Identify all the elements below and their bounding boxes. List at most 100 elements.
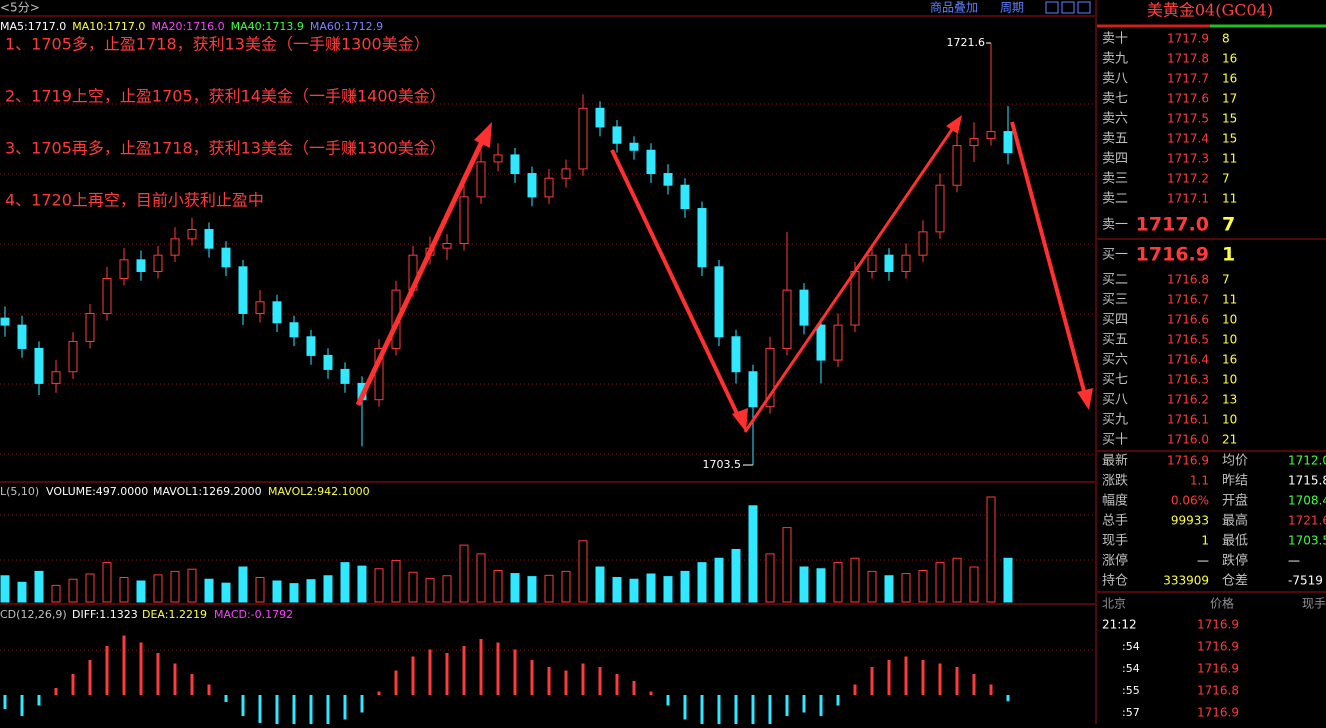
volume-bar xyxy=(646,573,656,603)
macd-bar xyxy=(224,695,228,702)
macd-label: CD(12,26,9) xyxy=(0,608,67,621)
macd-bar xyxy=(513,649,517,695)
volume-stat: MAVOL1:1269.2000 xyxy=(153,485,262,498)
trend-arrows xyxy=(355,115,1093,433)
macd-bar xyxy=(768,695,772,728)
volume-bar xyxy=(306,579,316,603)
menu-item[interactable]: 周期 xyxy=(1000,1,1024,15)
book-qty: 8 xyxy=(1222,32,1230,46)
book-price: 1716.2 xyxy=(1167,393,1209,407)
volume-bar xyxy=(323,575,333,603)
stat-label: 跌停 xyxy=(1222,553,1248,569)
macd-bar xyxy=(377,691,381,695)
volume-bar xyxy=(408,571,418,603)
book-price: 1716.7 xyxy=(1167,293,1209,307)
symbol: 美黄金04(GC04) xyxy=(1147,1,1273,20)
ticks-header: 现手 xyxy=(1302,597,1326,611)
macd-bar xyxy=(700,695,704,728)
macd-bar xyxy=(190,674,194,695)
macd-bar xyxy=(394,670,398,695)
candle-body xyxy=(34,347,44,384)
candle-body xyxy=(680,184,690,210)
book-qty: 7 xyxy=(1222,273,1230,287)
volume-bar xyxy=(153,574,163,603)
book-qty: 15 xyxy=(1222,132,1237,146)
candle-body xyxy=(561,168,571,179)
macd-bar xyxy=(156,653,160,695)
candle-body xyxy=(442,243,452,249)
book-qty: 10 xyxy=(1222,373,1237,387)
candle-body xyxy=(748,371,758,408)
macd-bar xyxy=(411,656,415,695)
stat-value: 333909 xyxy=(1163,574,1209,588)
volume-bar xyxy=(85,573,95,603)
volume-bar xyxy=(272,580,282,603)
macd-bar xyxy=(904,656,908,695)
volume-bar xyxy=(510,573,520,603)
macd-bar xyxy=(972,674,976,695)
book-price: 1717.6 xyxy=(1167,92,1209,106)
tick-price: 1716.9 xyxy=(1197,618,1239,632)
menu-item[interactable]: 商品叠加 xyxy=(930,0,978,15)
book-qty: 10 xyxy=(1222,333,1237,347)
annotation: 3、1705再多，止盈1718，获利13美金（一手赚1300美金） xyxy=(5,139,446,158)
book-label: 买三 xyxy=(1102,293,1128,308)
stat-label: 昨结 xyxy=(1222,474,1248,489)
volume-bar xyxy=(1003,557,1013,603)
macd-bar xyxy=(666,695,670,706)
tick-price: 1716.9 xyxy=(1197,662,1239,676)
macd-stat: DIFF:1.1323 xyxy=(72,608,138,621)
book-label: 卖四 xyxy=(1102,152,1128,167)
volume-bar xyxy=(51,584,61,603)
candle-body xyxy=(765,347,775,408)
candle-body xyxy=(221,247,231,268)
candle-body xyxy=(1003,131,1013,154)
candle-body xyxy=(51,371,61,384)
volume-bar xyxy=(493,570,503,603)
macd-bar xyxy=(445,653,449,695)
volume-bar xyxy=(17,581,27,603)
book-label: 卖五 xyxy=(1102,132,1128,147)
macd-bar xyxy=(870,667,874,695)
volume-bar xyxy=(816,568,826,603)
nav-button[interactable] xyxy=(1061,1,1075,14)
book-price: 1717.4 xyxy=(1167,132,1209,146)
nav-button[interactable] xyxy=(1077,1,1091,14)
stat-label: 持仓 xyxy=(1102,574,1128,589)
candle-body xyxy=(0,317,10,326)
candle-body xyxy=(782,289,792,349)
macd-bar xyxy=(836,695,840,706)
nav-button[interactable] xyxy=(1045,1,1059,14)
volume-bar xyxy=(697,562,707,603)
volume-bar xyxy=(391,559,401,603)
macd-bar xyxy=(921,660,925,695)
book-price: 1717.1 xyxy=(1167,192,1209,206)
macd-bar xyxy=(360,695,364,713)
stat-value: — xyxy=(1197,554,1209,568)
book-label: 卖三 xyxy=(1102,172,1128,187)
ma-label: MA20:1716.0 xyxy=(151,20,224,33)
volume-bar xyxy=(0,575,10,603)
volume-bar xyxy=(357,565,367,603)
volume-bar xyxy=(867,570,877,603)
book-qty: 11 xyxy=(1222,192,1237,206)
volume-stat: MAVOL2:942.1000 xyxy=(268,485,370,498)
volume-bar xyxy=(612,577,622,603)
book-qty: 10 xyxy=(1222,313,1237,327)
volume-bar xyxy=(714,557,724,603)
book-label: 卖六 xyxy=(1102,112,1128,127)
candle-body xyxy=(527,173,537,198)
book-label: 卖一 xyxy=(1102,218,1128,233)
macd-bar xyxy=(275,695,279,727)
stat-label: 涨跌 xyxy=(1102,473,1128,489)
candle-body xyxy=(867,254,877,272)
tick-price: 1716.8 xyxy=(1197,684,1239,698)
book-price: 1717.9 xyxy=(1167,32,1209,46)
book-qty: 16 xyxy=(1222,72,1237,86)
macd-bar xyxy=(496,642,500,695)
stat-label: 最低 xyxy=(1222,534,1248,549)
candle-body xyxy=(323,354,333,370)
macd-bar xyxy=(802,695,806,713)
annotation: 1、1705多，止盈1718，获利13美金（一手赚1300美金） xyxy=(5,35,430,54)
volume-bar xyxy=(34,570,44,603)
